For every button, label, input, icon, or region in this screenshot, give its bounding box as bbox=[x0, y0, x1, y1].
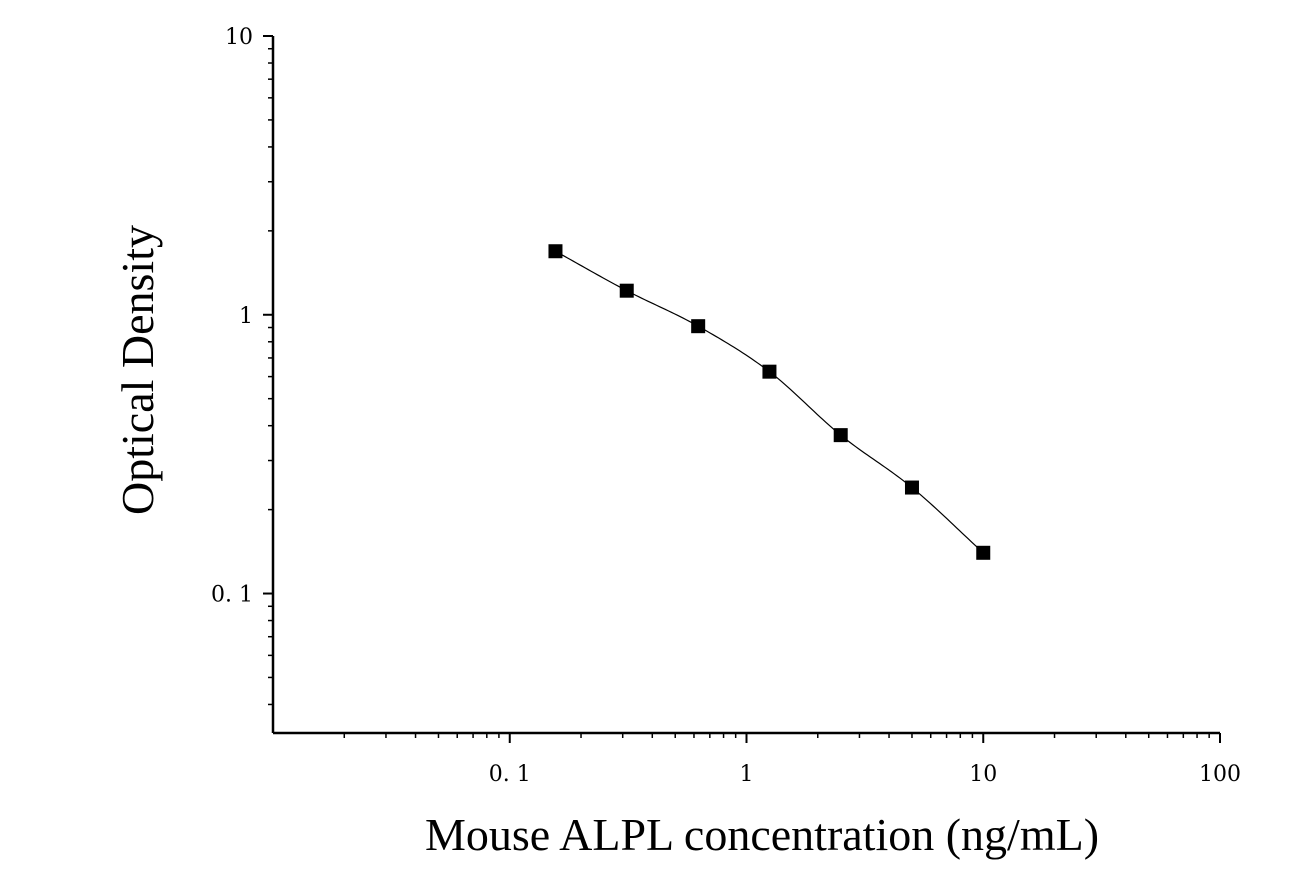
x-tick-label: 100 bbox=[1199, 762, 1241, 787]
data-point bbox=[548, 244, 563, 259]
data-point bbox=[904, 480, 919, 495]
x-tick-label: 10 bbox=[969, 762, 997, 787]
axes bbox=[271, 36, 1220, 735]
data-point bbox=[976, 545, 991, 560]
data-point bbox=[762, 364, 777, 379]
data-point bbox=[619, 283, 634, 298]
fit-curve bbox=[555, 250, 984, 554]
x-tick-label: 1 bbox=[740, 762, 754, 787]
x-axis-title: Mouse ALPL concentration (ng/mL) bbox=[425, 809, 1099, 860]
ticks: 0. 1 1 10 100 0. 1 1 10 bbox=[211, 25, 1241, 787]
y-tick-label: 0. 1 bbox=[211, 583, 253, 608]
data-point bbox=[833, 428, 848, 443]
data-point bbox=[691, 319, 706, 334]
y-tick-label: 1 bbox=[239, 304, 253, 329]
data-points bbox=[548, 244, 991, 560]
y-tick-label: 10 bbox=[225, 25, 253, 50]
x-tick-label: 0. 1 bbox=[489, 762, 531, 787]
y-axis-title: Optical Density bbox=[112, 225, 163, 515]
fit-curve-layer bbox=[555, 250, 984, 554]
